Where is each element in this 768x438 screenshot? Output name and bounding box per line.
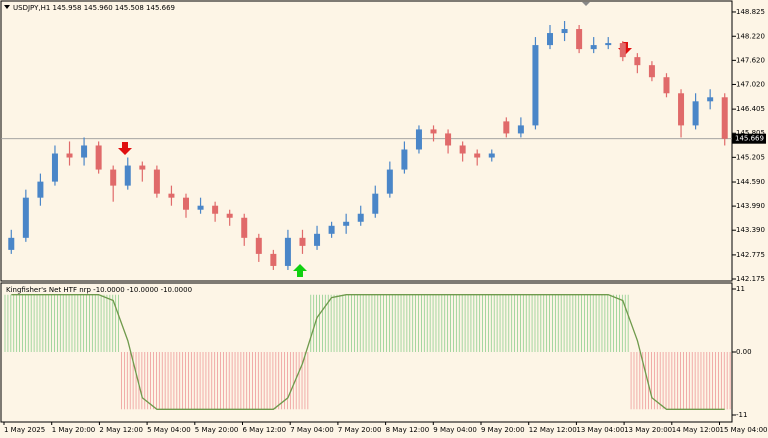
buy-arrow (293, 264, 307, 277)
y-tick-label: 148.220 (736, 32, 765, 40)
shift-marker (582, 2, 590, 6)
candle-body (37, 181, 44, 198)
candle-body (95, 145, 102, 170)
candle-body (328, 225, 335, 234)
candle-body (474, 153, 481, 158)
candle-body (197, 205, 204, 210)
candle-body (605, 43, 612, 46)
candle-body (415, 129, 422, 150)
x-tick-label: 13 May 04:00 (576, 426, 624, 434)
y-tick-label: 147.020 (736, 80, 765, 88)
x-tick-label: 1 May 2025 (4, 426, 45, 434)
candle-body (255, 237, 262, 254)
x-tick-label: 8 May 12:00 (386, 426, 430, 434)
candle-body (168, 193, 175, 198)
candle-body (22, 197, 29, 238)
candle-body (634, 57, 641, 66)
candle-body (270, 253, 277, 266)
candle-body (372, 193, 379, 214)
y-tick-label: 148.825 (736, 8, 765, 16)
candle-body (8, 237, 15, 250)
candle-body (299, 237, 306, 246)
candle-body (678, 93, 685, 126)
candle-body (430, 129, 437, 134)
x-tick-label: 5 May 20:00 (195, 426, 239, 434)
x-tick-label: 9 May 20:00 (481, 426, 525, 434)
x-tick-label: 7 May 04:00 (290, 426, 334, 434)
x-tick-label: 14 May 12:00 (672, 426, 720, 434)
candle-body (721, 97, 728, 139)
y-tick-label: 146.405 (736, 105, 765, 113)
candle-body (561, 29, 568, 34)
candle-body (357, 213, 364, 222)
indicator-title: Kingfisher's Net HTF nrp -10.0000 -10.00… (6, 286, 192, 294)
menu-triangle (4, 5, 10, 9)
candle-body (488, 153, 495, 158)
last-price-box (732, 133, 766, 144)
candle-body (503, 121, 510, 134)
candle-body (124, 165, 131, 186)
x-tick-label: 2 May 12:00 (99, 426, 143, 434)
y-tick-label: 0.00 (736, 348, 752, 356)
y-tick-label: -11 (736, 411, 747, 419)
x-tick-label: 15 May 04:00 (720, 426, 768, 434)
candle-body (110, 169, 117, 186)
x-tick-label: 12 May 12:00 (529, 426, 577, 434)
y-tick-label: 145.805 (736, 129, 765, 137)
candle-body (707, 97, 714, 102)
candle-body (314, 233, 321, 246)
x-tick-label: 13 May 20:00 (624, 426, 672, 434)
x-tick-label: 5 May 04:00 (147, 426, 191, 434)
candle-body (532, 45, 539, 126)
sell-arrow (118, 142, 132, 155)
y-tick-label: 145.205 (736, 153, 765, 161)
y-tick-label: 143.390 (736, 226, 765, 234)
candle-body (139, 165, 146, 170)
candle-body (619, 43, 626, 58)
candle-body (81, 145, 88, 158)
x-tick-label: 1 May 20:00 (52, 426, 96, 434)
y-tick-label: 142.175 (736, 275, 765, 283)
chart-title: USDJPY,H1 145.958 145.960 145.508 145.66… (13, 4, 175, 12)
x-tick-label: 6 May 12:00 (243, 426, 287, 434)
last-price-label: 145.669 (735, 135, 764, 143)
x-tick-label: 7 May 20:00 (338, 426, 382, 434)
y-tick-label: 142.775 (736, 251, 765, 259)
candle-body (51, 153, 58, 182)
candle-body (401, 149, 408, 170)
candle-body (183, 197, 189, 210)
candle-body (663, 77, 670, 94)
candle-body (576, 29, 583, 50)
candle-body (226, 213, 233, 218)
candle-body (241, 217, 248, 238)
candle-body (66, 153, 73, 158)
candle-body (590, 45, 597, 50)
candle-body (343, 221, 350, 226)
y-tick-label: 143.990 (736, 202, 765, 210)
candle-body (284, 237, 291, 266)
y-tick-label: 11 (736, 285, 745, 293)
y-tick-label: 147.620 (736, 56, 765, 64)
indicator-line (11, 294, 725, 410)
candle-body (547, 33, 553, 46)
candle-body (445, 133, 452, 146)
candle-body (648, 65, 655, 78)
candle-body (517, 125, 524, 134)
candle-body (459, 145, 466, 154)
candle-body (386, 169, 393, 194)
x-tick-label: 9 May 04:00 (433, 426, 477, 434)
candle-body (153, 169, 160, 194)
candle-body (212, 205, 219, 214)
candle-body (692, 101, 699, 126)
y-tick-label: 144.590 (736, 178, 765, 186)
